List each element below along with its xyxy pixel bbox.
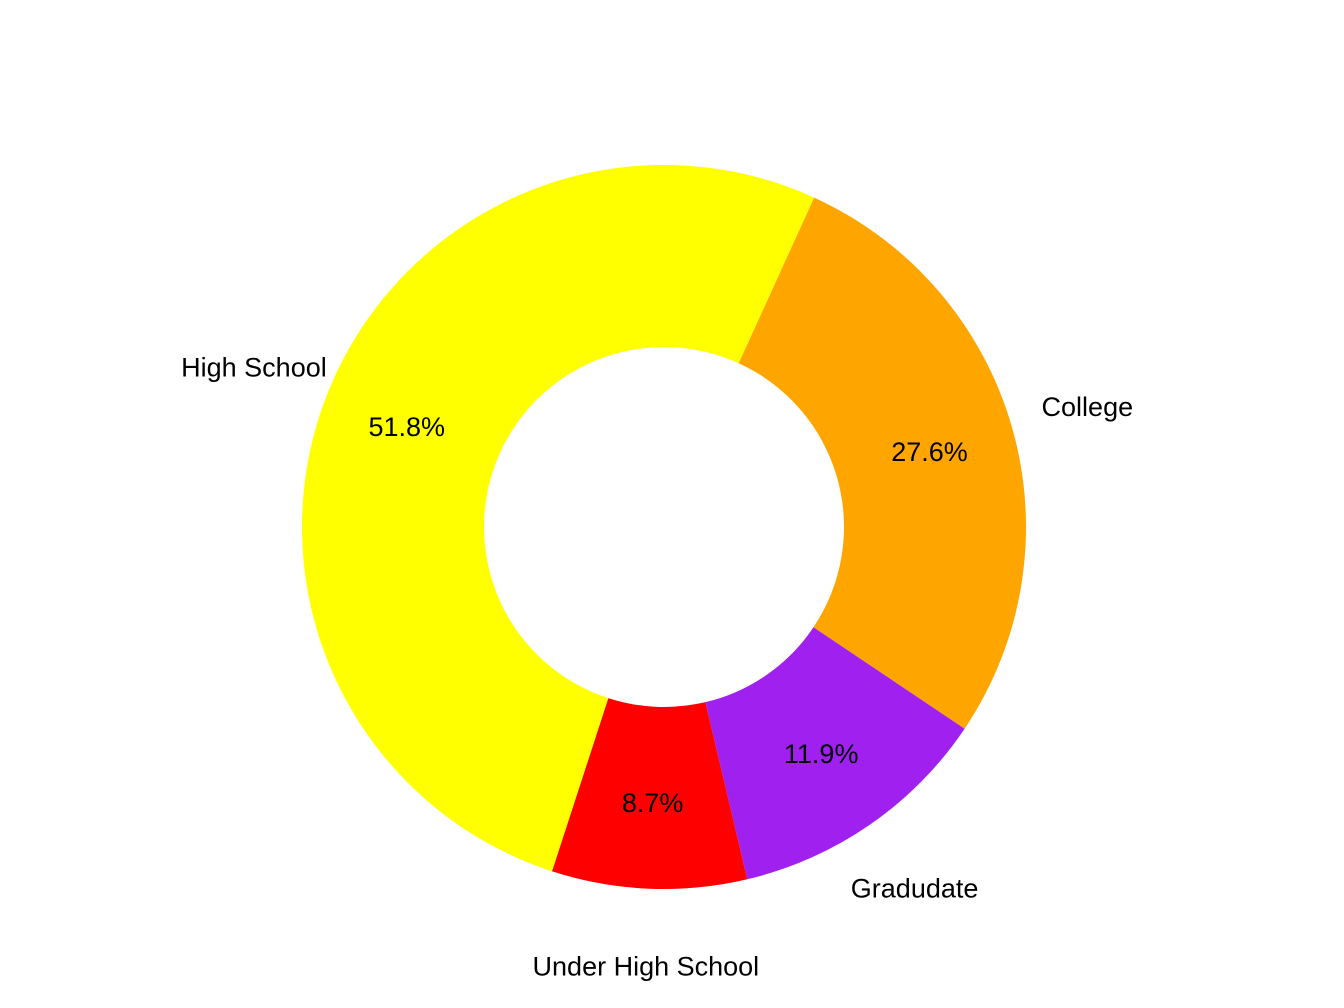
slice-category-label-gradudate: Gradudate <box>851 874 979 904</box>
slice-category-label-college: College <box>1042 392 1134 422</box>
slice-college <box>738 197 1026 729</box>
slice-value-label-under-high-school: 8.7% <box>622 788 684 818</box>
slice-category-label-under-high-school: Under High School <box>533 952 760 982</box>
slice-under-high-school <box>552 698 748 889</box>
slice-value-label-college: 27.6% <box>891 437 968 467</box>
slice-value-label-high-school: 51.8% <box>369 412 446 442</box>
slice-high-school <box>302 164 815 872</box>
slice-gradudate <box>705 627 965 880</box>
slice-category-label-high-school: High School <box>181 352 327 382</box>
slice-value-label-gradudate: 11.9% <box>784 739 859 769</box>
